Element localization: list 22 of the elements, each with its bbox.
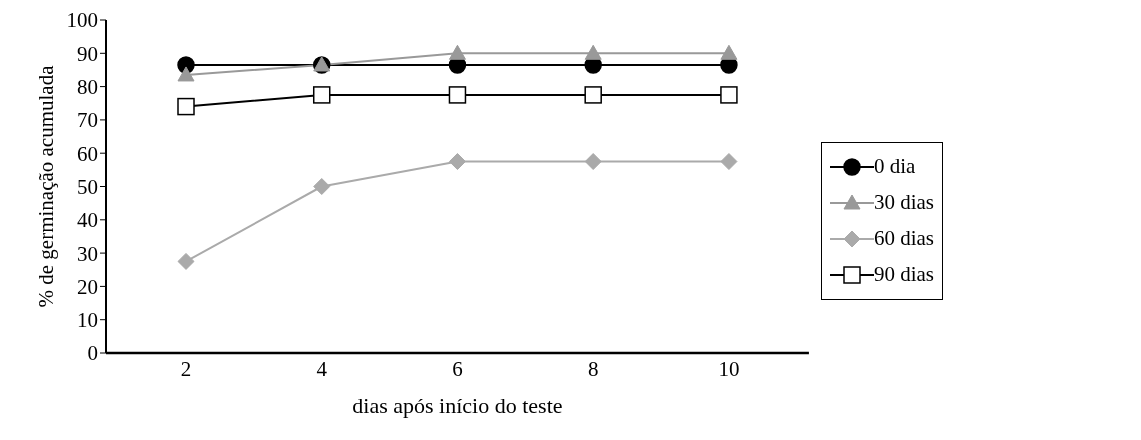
y-tick-label: 80 (77, 75, 98, 100)
y-tick-label: 100 (66, 8, 98, 33)
legend-label: 60 dias (873, 226, 934, 251)
legend-label: 0 dia (873, 154, 916, 179)
x-axis-title: dias após início do teste (352, 392, 563, 418)
y-tick-label: 70 (77, 108, 98, 133)
legend-label: 30 dias (873, 190, 934, 215)
y-tick-label: 20 (77, 274, 98, 299)
legend-label: 90 dias (873, 262, 934, 287)
y-tick-label: 90 (77, 41, 98, 66)
y-tick-label: 10 (77, 308, 98, 333)
y-axis-title: % de germinação acumulada (34, 64, 59, 308)
x-tick-label: 6 (452, 356, 463, 381)
y-tick-label: 0 (87, 341, 98, 366)
y-tick-label: 60 (77, 141, 98, 166)
y-tick-label: 30 (77, 241, 98, 266)
x-tick-label: 10 (718, 356, 740, 381)
y-tick-label: 50 (77, 174, 98, 199)
x-tick-label: 8 (587, 356, 599, 381)
y-tick-label: 40 (77, 208, 98, 233)
x-tick-label: 4 (316, 356, 328, 381)
x-tick-label: 2 (180, 356, 192, 381)
